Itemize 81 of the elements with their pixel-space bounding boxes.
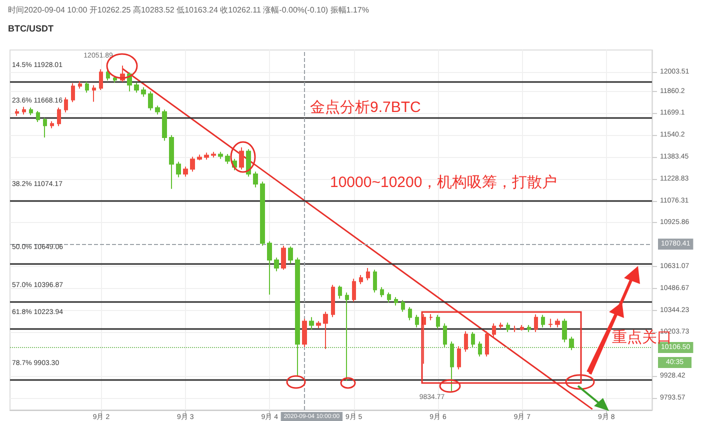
candlestick [260, 181, 265, 246]
candlestick [225, 153, 230, 164]
candlestick [443, 322, 447, 348]
candlestick [183, 166, 188, 178]
candlestick [134, 82, 139, 94]
candlestick [141, 86, 146, 98]
candlestick [78, 80, 82, 90]
candlestick [43, 117, 47, 138]
candlestick [148, 90, 153, 111]
candlestick [408, 306, 412, 321]
candlestick [162, 109, 167, 142]
candlestick [190, 156, 195, 172]
candlestick [106, 69, 110, 82]
annotation: 金点分析9.7BTC [310, 99, 422, 116]
candlestick [57, 107, 61, 127]
candlestick [204, 152, 209, 160]
candlestick [478, 340, 482, 358]
candlestick [436, 314, 440, 330]
candlestick [99, 68, 103, 90]
candlestick [274, 257, 279, 272]
candlestick [569, 336, 574, 351]
candlestick [71, 82, 75, 103]
candlestick [541, 314, 545, 328]
candlestick [309, 316, 314, 330]
candlestick [534, 314, 538, 333]
candlestick [492, 322, 496, 338]
candlestick [548, 318, 553, 328]
candlestick [499, 322, 503, 330]
candlestick [562, 318, 567, 343]
candlestick [471, 332, 475, 348]
candlestick [373, 269, 377, 293]
candlestick [302, 318, 307, 348]
annotation: 10000~10200，机构吸筹，打散户 [330, 174, 558, 191]
candlestick [520, 324, 524, 331]
candlestick [366, 268, 370, 281]
candlestick [450, 340, 454, 392]
candlestick [155, 105, 160, 115]
candlestick [50, 120, 54, 129]
candlestick [345, 292, 349, 382]
candlestick [352, 278, 356, 302]
candlestick [218, 151, 223, 160]
candlestick [281, 245, 286, 270]
candlestick [36, 110, 40, 122]
candlestick [22, 106, 26, 115]
candlestick [401, 300, 405, 312]
candlestick [197, 154, 202, 161]
candlestick [429, 314, 433, 321]
candlestick [85, 81, 89, 94]
candlestick [387, 292, 391, 303]
candlestick [295, 257, 300, 377]
candlestick [113, 75, 117, 84]
candlestick [513, 325, 517, 333]
candlestick [359, 274, 363, 285]
candlestick [176, 161, 181, 178]
candlestick [415, 314, 419, 328]
chart-title: BTC/USDT [8, 24, 54, 34]
candlestick [394, 296, 398, 306]
candlestick [15, 108, 19, 116]
candlestick [29, 107, 33, 116]
candlestick [246, 148, 251, 178]
candlestick [169, 134, 174, 190]
candlestick [555, 318, 560, 328]
candlestick [316, 320, 321, 329]
candlestick [253, 171, 258, 188]
candlestick [527, 324, 531, 333]
candlestick [464, 330, 468, 352]
candlestick [506, 322, 510, 333]
candlestick [457, 346, 461, 370]
candlestick [331, 284, 335, 318]
candlestick [323, 311, 328, 350]
candlestick [211, 151, 216, 158]
candlestick [338, 285, 342, 300]
candlestick [64, 96, 68, 113]
candlestick [239, 146, 244, 170]
text: 时间2020-09-04 10:00 开10262.25 高10283.52 低10163.24 收10262.11 涨幅-0.00%(-0.10) 振幅1.17% [8, 6, 369, 14]
candlestick [92, 84, 96, 102]
candlestick [485, 330, 489, 358]
candlestick [288, 246, 293, 264]
candlestick [267, 240, 272, 296]
candlestick [380, 286, 384, 298]
candlestick [422, 314, 426, 364]
